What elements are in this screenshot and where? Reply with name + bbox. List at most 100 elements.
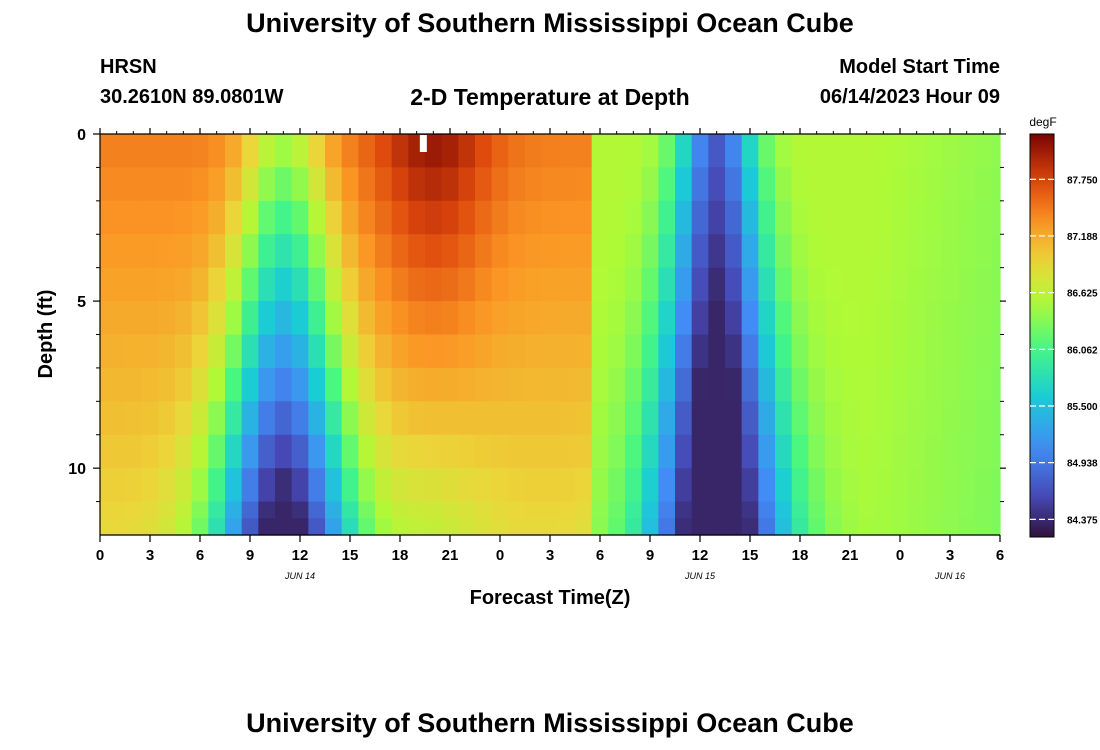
heatmap-cell (158, 434, 176, 469)
heatmap-cell (391, 167, 409, 202)
heatmap-cell (291, 367, 309, 402)
heatmap-cell (641, 134, 659, 169)
heatmap-cell (375, 401, 393, 436)
heatmap-cell (458, 367, 476, 402)
heatmap-cell (958, 401, 976, 436)
heatmap-cell (808, 468, 826, 503)
heatmap-cell (391, 200, 409, 235)
heatmap-cell (625, 234, 643, 269)
heatmap-cell (891, 401, 909, 436)
heatmap-cell (475, 501, 493, 519)
heatmap-cell (825, 334, 843, 369)
heatmap-cell (491, 518, 509, 536)
y-tick-label: 5 (77, 294, 86, 311)
heatmap-cell (458, 501, 476, 519)
x-tick-label: 18 (392, 547, 409, 564)
heatmap-cell (208, 234, 226, 269)
heatmap-cell (808, 134, 826, 169)
heatmap-cell (325, 401, 343, 436)
heatmap-cell (858, 434, 876, 469)
heatmap-cell (825, 301, 843, 336)
heatmap-cell (708, 301, 726, 336)
heatmap-cell (100, 367, 109, 402)
heatmap-cell (425, 200, 443, 235)
heatmap-cell (141, 434, 159, 469)
heatmap-cell (758, 234, 776, 269)
heatmap-cell (891, 267, 909, 302)
heatmap-cell (708, 367, 726, 402)
heatmap-cell (841, 301, 859, 336)
heatmap-cell (891, 234, 909, 269)
heatmap-cell (791, 468, 809, 503)
heatmap-cell (958, 134, 976, 169)
heatmap-cell (691, 167, 709, 202)
heatmap-cell (575, 434, 593, 469)
heatmap-cell (291, 167, 309, 202)
heatmap-cell (100, 267, 109, 302)
heatmap-cell (108, 267, 126, 302)
heatmap-cell (658, 501, 676, 519)
heatmap-cell (658, 518, 676, 536)
heatmap-cell (825, 501, 843, 519)
heatmap-cell (508, 334, 526, 369)
heatmap-cell (991, 234, 1001, 269)
heatmap-cell (658, 367, 676, 402)
heatmap-cell (675, 134, 693, 169)
heatmap-cell (991, 518, 1001, 536)
heatmap-cell (991, 334, 1001, 369)
heatmap-cell (375, 468, 393, 503)
heatmap-cell (975, 518, 993, 536)
heatmap-cell (841, 518, 859, 536)
heatmap-cell (525, 167, 543, 202)
heatmap-cell (675, 367, 693, 402)
heatmap-cell (908, 200, 926, 235)
heatmap-cell (775, 200, 793, 235)
heatmap-cell (741, 167, 759, 202)
heatmap-cell (925, 501, 943, 519)
model-start-time: 06/14/2023 Hour 09 (819, 86, 1000, 108)
heatmap-cell (775, 234, 793, 269)
heatmap-cell (525, 301, 543, 336)
heatmap-cell (558, 518, 576, 536)
heatmap-cell (258, 367, 276, 402)
heatmap-cell (491, 434, 509, 469)
heatmap-cell (408, 234, 426, 269)
heatmap-cell (658, 334, 676, 369)
heatmap-cell (641, 334, 659, 369)
heatmap-cell (825, 267, 843, 302)
heatmap-cell (425, 134, 443, 169)
heatmap-cell (825, 518, 843, 536)
heatmap-cell (775, 267, 793, 302)
heatmap-cell (275, 134, 293, 169)
heatmap-cell (675, 468, 693, 503)
heatmap-cell (608, 200, 626, 235)
heatmap-cell (441, 234, 459, 269)
heatmap-cell (591, 167, 609, 202)
x-tick-label: 9 (246, 547, 254, 564)
heatmap-cell (908, 518, 926, 536)
heatmap-cell (558, 468, 576, 503)
heatmap-cell (558, 134, 576, 169)
heatmap-cell (325, 134, 343, 169)
heatmap-cell (708, 167, 726, 202)
heatmap-cell (208, 267, 226, 302)
heatmap-cell (258, 301, 276, 336)
heatmap-cell (841, 167, 859, 202)
heatmap-cell (625, 267, 643, 302)
heatmap-cell (341, 518, 359, 536)
heatmap-cell (208, 468, 226, 503)
heatmap-cell (675, 334, 693, 369)
heatmap-cell (208, 501, 226, 519)
heatmap-cell (458, 301, 476, 336)
heatmap-cell (725, 367, 743, 402)
heatmap-cell (125, 234, 143, 269)
heatmap-cell (958, 518, 976, 536)
heatmap-cell (291, 200, 309, 235)
heatmap-cell (208, 200, 226, 235)
heatmap-cell (875, 518, 893, 536)
heatmap-cell (908, 134, 926, 169)
heatmap-cell (341, 367, 359, 402)
heatmap-cell (858, 301, 876, 336)
heatmap-cell (958, 367, 976, 402)
heatmap-cell (991, 434, 1001, 469)
